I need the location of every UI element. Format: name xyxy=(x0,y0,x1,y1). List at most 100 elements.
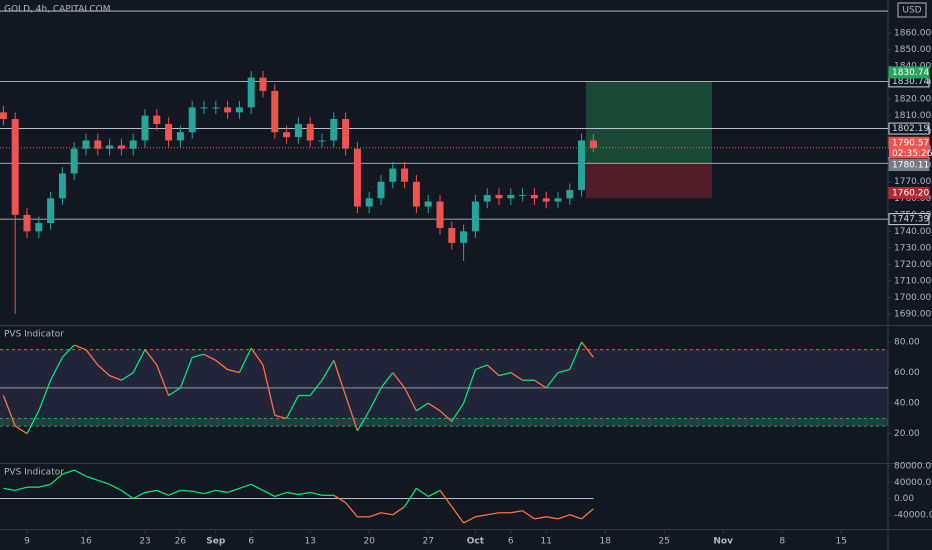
indicator-segment xyxy=(168,387,181,397)
indicator-segment xyxy=(144,349,158,366)
indicator-segment xyxy=(132,491,146,500)
price-label: 1780.11 xyxy=(892,161,929,171)
price-label-box xyxy=(888,186,930,199)
price-label-box xyxy=(888,66,930,79)
x-tick-label: 20 xyxy=(363,537,375,547)
indicator-segment xyxy=(215,489,228,494)
x-tick-label: 8 xyxy=(779,537,785,547)
indicator-segment xyxy=(156,364,170,396)
candle-body xyxy=(318,140,326,142)
y-tick-label: 1690.00 xyxy=(894,309,931,319)
indicator-segment xyxy=(380,512,393,516)
candle-body xyxy=(94,140,102,149)
indicator-segment xyxy=(462,369,477,404)
candle-body xyxy=(566,190,574,199)
x-tick-label: Oct xyxy=(467,537,485,547)
indicator-segment xyxy=(50,473,63,485)
indicator-segment xyxy=(309,379,323,396)
indicator-segment xyxy=(62,469,75,475)
indicator-segment xyxy=(73,344,87,351)
indicator-segment xyxy=(168,489,181,496)
y-tick-label: 1810.00 xyxy=(894,111,931,121)
candle-body xyxy=(0,112,7,119)
indicator-segment xyxy=(333,494,346,504)
candle-body xyxy=(412,181,420,207)
candle-body xyxy=(365,198,373,207)
candle-body xyxy=(117,145,125,149)
y-tick-label: 20.00 xyxy=(894,429,920,439)
indicator-segment xyxy=(475,514,488,518)
indicator-segment xyxy=(368,512,382,518)
candle-body xyxy=(106,145,114,149)
y-tick-label: 1850.00 xyxy=(894,45,931,55)
indicator-segment xyxy=(132,349,146,373)
x-tick-label: 15 xyxy=(835,537,846,547)
indicator-segment xyxy=(451,402,465,422)
price-label-box xyxy=(888,159,930,172)
indicator-segment xyxy=(534,516,547,520)
indicator-segment xyxy=(427,402,441,412)
y-tick-label: 1720.00 xyxy=(894,260,931,270)
y-tick-label: 1730.00 xyxy=(894,243,931,253)
indicator-segment xyxy=(3,487,16,492)
indicator-segment xyxy=(416,487,429,498)
x-tick-label: 6 xyxy=(508,537,514,547)
indicator-segment xyxy=(85,475,99,481)
indicator-segment xyxy=(427,489,441,498)
candle-body xyxy=(436,201,444,229)
indicator-segment xyxy=(581,341,594,358)
x-tick-label: 26 xyxy=(175,537,187,547)
indicator-segment xyxy=(38,380,52,412)
indicator-segment xyxy=(416,402,429,412)
candle-body xyxy=(483,194,491,202)
candle-body xyxy=(389,168,397,182)
x-tick-label: 25 xyxy=(658,537,669,547)
countdown: 02:35:26 xyxy=(892,149,932,159)
indicator-segment xyxy=(274,491,287,498)
candle-body xyxy=(271,90,279,133)
candle-body xyxy=(353,148,361,207)
y-tick-label: 40000.00 xyxy=(894,478,932,488)
candle-body xyxy=(259,77,267,91)
currency: USD xyxy=(902,6,921,16)
indicator-segment xyxy=(546,516,559,520)
candle-body xyxy=(176,132,184,141)
indicator-segment xyxy=(227,487,240,494)
candle-body xyxy=(212,107,220,109)
candle-body xyxy=(11,118,19,215)
indicator-segment xyxy=(451,506,465,524)
candle-body xyxy=(424,201,432,207)
indicator-segment xyxy=(192,353,205,358)
countdown-box xyxy=(889,148,929,159)
indicator-segment xyxy=(121,489,134,500)
price-label: 1790.57 xyxy=(892,138,929,148)
candle-body xyxy=(401,168,409,182)
indicator-segment xyxy=(392,372,406,389)
symbol-title: GOLD, 4h, CAPITALCOM xyxy=(4,5,111,15)
y-tick-label: 80.00 xyxy=(894,338,920,348)
price-label-box xyxy=(888,122,930,135)
x-tick-label: 18 xyxy=(599,537,611,547)
indicator-segment xyxy=(439,490,453,508)
candle-body xyxy=(471,201,479,232)
candle-body xyxy=(578,140,586,191)
indicator-segment xyxy=(203,489,216,495)
indicator-segment xyxy=(97,479,110,485)
candle-body xyxy=(165,123,173,141)
candle-body xyxy=(554,198,562,202)
candle-body xyxy=(460,231,468,243)
indicator-segment xyxy=(486,364,500,377)
candle-body xyxy=(377,181,385,199)
indicator-segment xyxy=(109,483,122,491)
candle-body xyxy=(342,118,350,149)
indicator-segment xyxy=(144,489,157,494)
candle-body xyxy=(200,107,208,109)
currency-box xyxy=(897,2,927,18)
indicator-segment xyxy=(180,489,193,492)
price-label: 1760.20 xyxy=(892,188,929,198)
candle-body xyxy=(507,194,515,199)
indicator-segment xyxy=(344,395,359,431)
indicator-segment xyxy=(215,359,228,371)
indicator-segment xyxy=(356,410,370,432)
y-tick-label: 60.00 xyxy=(894,368,920,378)
